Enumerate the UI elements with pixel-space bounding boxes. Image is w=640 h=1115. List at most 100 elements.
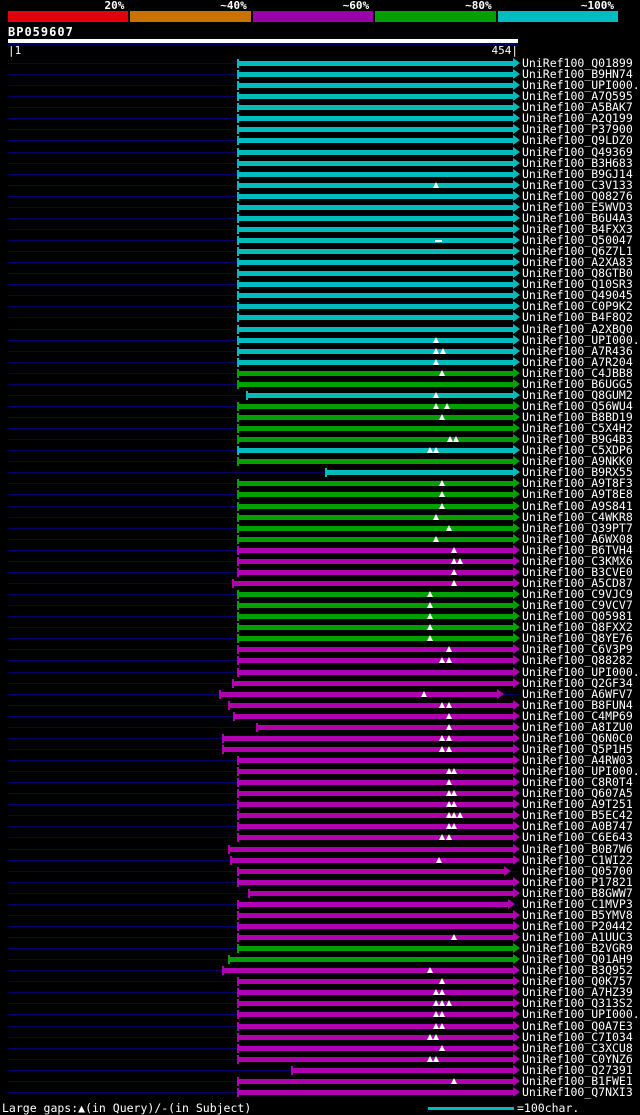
hit-label[interactable]: UniRef100_C9VJC9 <box>522 587 633 602</box>
hit-bar[interactable] <box>236 813 513 819</box>
hit-bar[interactable] <box>236 935 513 941</box>
hit-bar[interactable] <box>236 1056 513 1062</box>
hit-label[interactable]: UniRef100_P17821 <box>522 874 633 889</box>
hit-label[interactable]: UniRef100_Q01899 <box>522 56 633 70</box>
hit-bar[interactable] <box>236 492 513 498</box>
hit-bar[interactable] <box>236 304 513 310</box>
hit-label[interactable]: UniRef100_B4F8Q2 <box>522 310 633 325</box>
hit-label[interactable]: UniRef100_C4MP69 <box>522 708 633 723</box>
hit-bar[interactable] <box>236 83 513 89</box>
hit-bar[interactable] <box>236 226 513 232</box>
hit-label[interactable]: UniRef100_A5CD87 <box>522 576 633 590</box>
hit-label[interactable]: UniRef100_E5WVD3 <box>522 199 633 214</box>
hit-label[interactable]: UniRef100_B0B7W6 <box>522 841 633 856</box>
hit-bar[interactable] <box>236 780 513 786</box>
hit-bar[interactable] <box>236 260 513 266</box>
hit-label[interactable]: UniRef100_A6WX08 <box>522 531 633 546</box>
hit-label[interactable]: UniRef100_B5EC42 <box>522 808 633 823</box>
hit-label[interactable]: UniRef100_Q05981 <box>522 609 633 624</box>
hit-label[interactable]: UniRef100_Q49369 <box>522 144 633 159</box>
hit-label[interactable]: UniRef100_UPI000.. <box>522 332 640 347</box>
hit-bar[interactable] <box>236 669 513 675</box>
hit-bar[interactable] <box>236 525 513 531</box>
hit-label[interactable]: UniRef100_Q88282 <box>522 653 633 668</box>
hit-bar[interactable] <box>236 769 513 775</box>
hit-bar[interactable] <box>236 558 513 564</box>
hit-label[interactable]: UniRef100_A7Q595 <box>522 89 633 104</box>
hit-bar[interactable] <box>221 968 513 974</box>
hit-bar[interactable] <box>236 990 513 996</box>
hit-label[interactable]: UniRef100_A9NKK0 <box>522 454 633 469</box>
hit-bar[interactable] <box>232 581 513 586</box>
hit-label[interactable]: UniRef100_A9T251 <box>522 797 633 812</box>
hit-bar[interactable] <box>236 1034 513 1040</box>
hit-label[interactable]: UniRef100_B9G4B3 <box>522 432 633 447</box>
hit-bar[interactable] <box>236 127 513 133</box>
hit-bar[interactable] <box>236 359 513 365</box>
hit-label[interactable]: UniRef100_Q05700 <box>522 863 633 878</box>
hit-bar[interactable] <box>236 503 513 509</box>
hit-bar[interactable] <box>221 746 513 752</box>
hit-bar[interactable] <box>236 879 513 885</box>
hit-label[interactable]: UniRef100_B3CVE0 <box>522 564 633 579</box>
hit-label[interactable]: UniRef100_UPI000.. <box>522 664 640 679</box>
hit-bar[interactable] <box>236 348 513 354</box>
hit-label[interactable]: UniRef100_A6WFV7 <box>522 686 633 701</box>
hit-label[interactable]: UniRef100_UPI000.. <box>522 1007 640 1022</box>
hit-label[interactable]: UniRef100_Q10SR3 <box>522 277 633 292</box>
hit-label[interactable]: UniRef100_B8BD19 <box>522 410 633 425</box>
hit-label[interactable]: UniRef100_A5BAK7 <box>522 100 633 115</box>
hit-label[interactable]: UniRef100_Q0K757 <box>522 974 633 989</box>
hit-label[interactable]: UniRef100_A9T8F3 <box>522 476 633 491</box>
hit-label[interactable]: UniRef100_A9T8E8 <box>522 487 633 502</box>
hit-label[interactable]: UniRef100_Q56WU4 <box>522 398 633 413</box>
hit-bar[interactable] <box>236 326 513 332</box>
hit-bar[interactable] <box>236 116 513 122</box>
hit-label[interactable]: UniRef100_A7R204 <box>522 354 633 369</box>
hit-bar[interactable] <box>245 392 513 398</box>
hit-label[interactable]: UniRef100_UPI000.. <box>522 78 640 93</box>
hit-bar[interactable] <box>229 857 513 863</box>
hit-label[interactable]: UniRef100_Q01AH9 <box>522 952 633 967</box>
hit-label[interactable]: UniRef100_A4RW03 <box>522 753 633 768</box>
hit-bar[interactable] <box>236 1089 513 1095</box>
hit-bar[interactable] <box>236 901 509 907</box>
hit-bar[interactable] <box>236 923 513 929</box>
hit-bar[interactable] <box>236 1001 513 1007</box>
hit-label[interactable]: UniRef100_C0P9K2 <box>522 299 633 314</box>
hit-bar[interactable] <box>236 658 513 664</box>
hit-label[interactable]: UniRef100_C8R0T4 <box>522 775 633 790</box>
hit-bar[interactable] <box>236 636 513 642</box>
hit-label[interactable]: UniRef100_B6TVH4 <box>522 542 633 557</box>
hit-bar[interactable] <box>236 94 513 100</box>
hit-bar[interactable] <box>236 315 513 321</box>
hit-label[interactable]: UniRef100_Q49045 <box>522 288 633 303</box>
hit-bar[interactable] <box>236 1078 513 1084</box>
hit-label[interactable]: UniRef100_B9HN74 <box>522 67 633 82</box>
hit-label[interactable]: UniRef100_A2XA83 <box>522 255 633 270</box>
hit-label[interactable]: UniRef100_Q8GTB0 <box>522 266 633 281</box>
hit-bar[interactable] <box>236 282 513 288</box>
hit-bar[interactable] <box>236 370 513 376</box>
hit-bar[interactable] <box>236 514 513 520</box>
hit-label[interactable]: UniRef100_C4WKR8 <box>522 509 633 524</box>
hit-label[interactable]: UniRef100_B1FWE1 <box>522 1073 633 1088</box>
hit-label[interactable]: UniRef100_B9GJ14 <box>522 166 633 181</box>
hit-bar[interactable] <box>236 592 513 598</box>
hit-bar[interactable] <box>236 182 513 188</box>
hit-label[interactable]: UniRef100_C1MVP3 <box>522 896 633 911</box>
hit-bar[interactable] <box>236 193 513 199</box>
hit-bar[interactable] <box>233 713 513 719</box>
hit-label[interactable]: UniRef100_P20442 <box>522 918 633 933</box>
hit-label[interactable]: UniRef100_C1WI22 <box>522 852 633 867</box>
hit-bar[interactable] <box>247 890 513 896</box>
hit-label[interactable]: UniRef100_Q313S2 <box>522 996 633 1011</box>
hit-label[interactable]: UniRef100_P37900 <box>522 122 633 137</box>
hit-label[interactable]: UniRef100_Q2GF34 <box>522 675 633 690</box>
hit-label[interactable]: UniRef100_Q5P1H5 <box>522 741 633 756</box>
hit-bar[interactable] <box>236 337 513 343</box>
hit-bar[interactable] <box>236 437 513 443</box>
hit-bar[interactable] <box>325 470 513 476</box>
hit-label[interactable]: UniRef100_Q0A7E3 <box>522 1018 633 1033</box>
hit-label[interactable]: UniRef100_C4JBB8 <box>522 365 633 380</box>
